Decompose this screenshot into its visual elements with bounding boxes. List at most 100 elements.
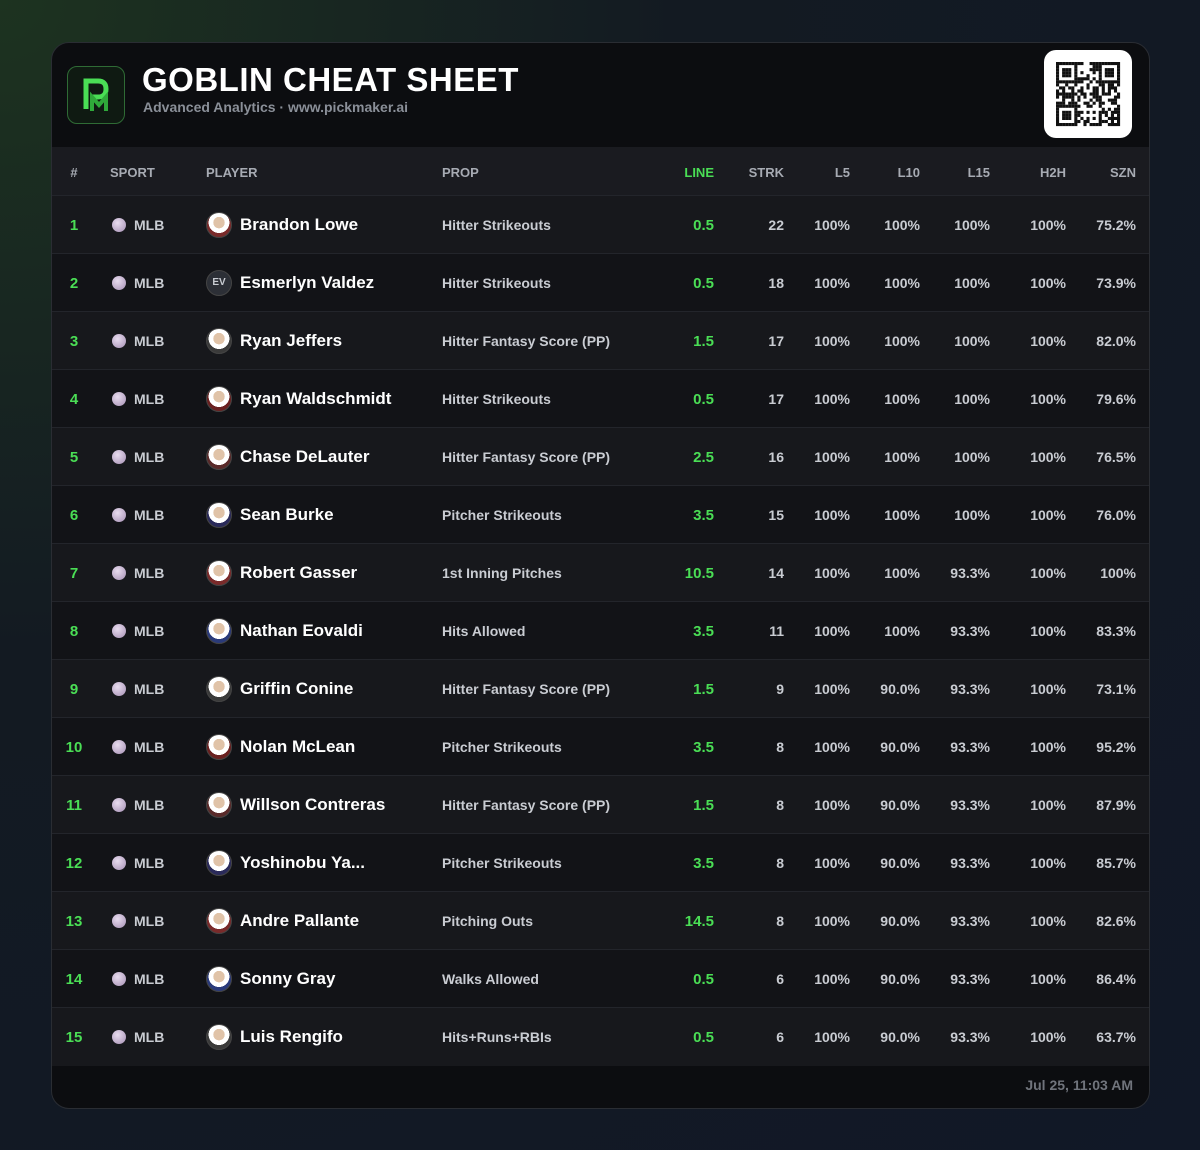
qr-module xyxy=(1074,68,1078,72)
qr-module xyxy=(1074,62,1078,66)
cell: 95.2% xyxy=(1096,739,1136,755)
qr-module xyxy=(1098,65,1102,69)
qr-module xyxy=(1068,110,1072,114)
qr-module xyxy=(1083,119,1087,124)
cell: Hitter Fantasy Score (PP) xyxy=(442,333,611,349)
cell: 100% xyxy=(1030,681,1066,697)
sport-icon xyxy=(112,856,126,870)
player-avatar xyxy=(206,792,232,818)
cell: 1.5 xyxy=(693,681,714,698)
table-row: 1 MLB Brandon Lowe Hitter Strikeouts 0.5 22 10… xyxy=(52,195,1149,254)
qr-module xyxy=(1059,86,1063,90)
cell: 14 xyxy=(768,565,784,581)
cell: MLB xyxy=(134,565,165,581)
qr-module xyxy=(1083,77,1087,81)
cell: 10.5 xyxy=(684,565,714,582)
qr-module xyxy=(1113,116,1118,120)
table-row: 10 MLB Nolan McLean Pitcher Strikeouts 3.5 8 1… xyxy=(52,717,1149,776)
qr-module xyxy=(1098,80,1102,84)
qr-module xyxy=(1074,74,1078,78)
sport-icon xyxy=(112,682,126,696)
cell: 100% xyxy=(814,855,850,871)
qr-module xyxy=(1065,95,1069,99)
qr-module xyxy=(1107,98,1111,102)
qr-module xyxy=(1062,113,1066,117)
cell: 3.5 xyxy=(693,623,714,640)
player-name: Nolan McLean xyxy=(240,737,356,756)
title: GOBLIN CHEAT SHEET xyxy=(142,61,519,98)
cell: 93.3% xyxy=(950,971,990,987)
sport-icon xyxy=(112,624,126,638)
player-name: Nathan Eovaldi xyxy=(240,621,363,640)
cell: 100% xyxy=(814,623,850,639)
qr-module xyxy=(1071,80,1075,84)
qr-module xyxy=(1056,107,1060,111)
qr-module xyxy=(1104,62,1108,66)
qr-module xyxy=(1080,80,1084,84)
qr-module xyxy=(1056,68,1060,72)
qr-module xyxy=(1113,101,1118,105)
qr-module xyxy=(1065,113,1069,117)
sport-icon xyxy=(112,798,126,812)
player-avatar: EV xyxy=(206,270,232,296)
qr-module xyxy=(1117,83,1121,87)
qr-module xyxy=(1095,89,1099,93)
qr-module xyxy=(1068,74,1072,78)
table-row: 7 MLB Robert Gasser 1st Inning Pitches 10.5 1… xyxy=(52,543,1149,602)
qr-module xyxy=(1056,95,1060,99)
qr-module xyxy=(1083,101,1087,105)
cell: 75.2% xyxy=(1096,217,1136,233)
cell: 3.5 xyxy=(693,739,714,756)
cell: 100% xyxy=(814,565,850,581)
qr-module xyxy=(1095,95,1099,99)
qr-module xyxy=(1089,98,1093,102)
column-header: PLAYER xyxy=(206,165,258,180)
qr-module xyxy=(1068,116,1072,120)
table-row: 2 MLB Esmerlyn Valdez Hitter Strikeouts 0.5 1… xyxy=(52,253,1149,312)
qr-module xyxy=(1098,123,1102,127)
qr-module xyxy=(1095,68,1099,72)
cell: 8 xyxy=(776,913,784,929)
qr-module xyxy=(1092,101,1096,105)
cell: 93.3% xyxy=(950,739,990,755)
cell: 22 xyxy=(768,217,784,233)
qr-module xyxy=(1083,92,1087,96)
cell: 100% xyxy=(954,275,990,291)
qr-module xyxy=(1062,80,1066,84)
cell: 6 xyxy=(776,971,784,987)
qr-module xyxy=(1104,80,1108,84)
qr-module xyxy=(1117,62,1121,66)
qr-module xyxy=(1101,89,1105,93)
cell: 83.3% xyxy=(1096,623,1136,639)
qr-module xyxy=(1065,71,1069,75)
qr-module xyxy=(1086,110,1090,114)
cell: 100% xyxy=(1030,739,1066,755)
cell: 100% xyxy=(884,333,920,349)
qr-module xyxy=(1117,104,1121,108)
sport-icon xyxy=(112,218,126,232)
qr-module xyxy=(1117,123,1121,127)
qr-module xyxy=(1077,95,1081,99)
cell: 3.5 xyxy=(693,855,714,872)
qr-module xyxy=(1086,86,1090,90)
qr-module xyxy=(1098,62,1102,66)
cell: 7 xyxy=(69,565,79,582)
qr-module xyxy=(1113,86,1118,90)
qr-module xyxy=(1059,80,1063,84)
player-avatar xyxy=(206,212,232,238)
qr-module xyxy=(1101,119,1105,124)
qr-module xyxy=(1074,77,1078,81)
qr-module xyxy=(1113,98,1118,102)
cell: 100% xyxy=(814,797,850,813)
player-name: Yoshinobu Ya... xyxy=(240,853,366,872)
cell: MLB xyxy=(134,275,165,291)
qr-module xyxy=(1071,104,1075,108)
sport-icon xyxy=(112,566,126,580)
cell: 0.5 xyxy=(693,971,714,988)
qr-module xyxy=(1065,123,1069,127)
table-row: 5 MLB Chase DeLauter Hitter Fantasy Score (… xyxy=(52,427,1149,486)
qr-module xyxy=(1117,116,1121,120)
cell: 100% xyxy=(814,1029,850,1045)
qr-module xyxy=(1062,89,1066,93)
qr-module xyxy=(1068,123,1072,127)
